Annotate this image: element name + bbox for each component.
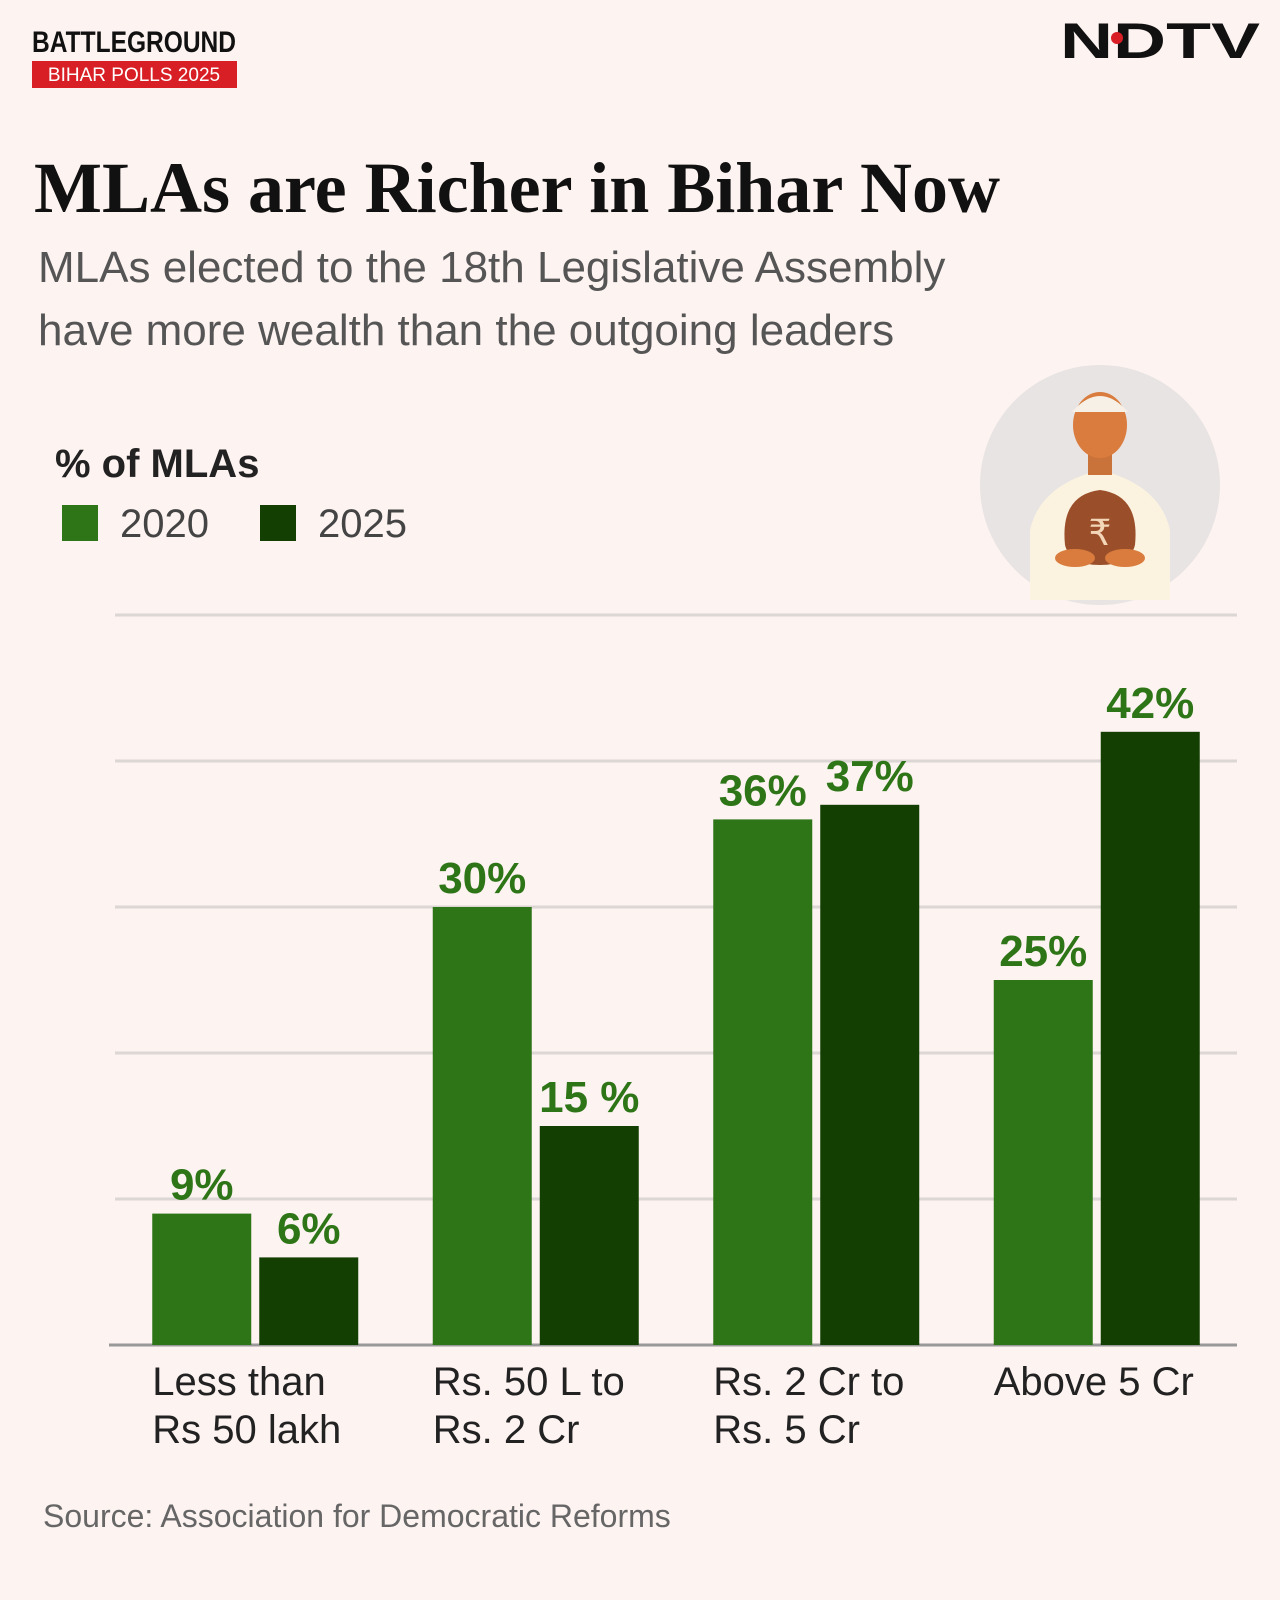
value-label: 30% bbox=[438, 854, 526, 903]
value-label: 9% bbox=[170, 1161, 234, 1210]
bar bbox=[993, 980, 1093, 1345]
badge-box bbox=[32, 61, 237, 88]
brand: BATTLEGROUND bbox=[32, 26, 236, 59]
logo: NDTV bbox=[1060, 13, 1261, 69]
x-tick-label: Rs. 2 Cr bbox=[433, 1408, 580, 1452]
source: Source: Association for Democratic Refor… bbox=[43, 1498, 671, 1534]
value-label: 37% bbox=[826, 752, 914, 801]
legend-label: 2020 bbox=[120, 502, 209, 546]
subtitle: MLAs elected to the 18th Legislative Ass… bbox=[38, 243, 945, 292]
subtitle: have more wealth than the outgoing leade… bbox=[38, 306, 894, 355]
x-tick-label: Less than bbox=[152, 1360, 325, 1404]
value-label: 42% bbox=[1106, 679, 1194, 728]
legend-swatch bbox=[260, 505, 296, 541]
value-label: 36% bbox=[719, 766, 807, 815]
badge: BIHAR POLLS 2025 bbox=[48, 65, 220, 86]
bar bbox=[539, 1126, 639, 1345]
value-label: 15 % bbox=[539, 1073, 639, 1122]
bar bbox=[820, 804, 920, 1345]
bar bbox=[432, 907, 532, 1345]
bar bbox=[152, 1213, 252, 1345]
bar bbox=[1100, 731, 1200, 1345]
value-label: 25% bbox=[999, 927, 1087, 976]
x-tick-label: Rs. 2 Cr to bbox=[713, 1360, 904, 1404]
bar bbox=[713, 819, 813, 1345]
x-tick-label: Rs 50 lakh bbox=[152, 1408, 341, 1452]
value-label: 6% bbox=[277, 1204, 341, 1253]
x-tick-label: Above 5 Cr bbox=[994, 1360, 1194, 1404]
svg-text:₹: ₹ bbox=[1089, 512, 1112, 553]
x-tick-label: Rs. 50 L to bbox=[433, 1360, 625, 1404]
legend-label: 2025 bbox=[318, 502, 407, 546]
bar bbox=[259, 1257, 359, 1345]
legend-swatch bbox=[62, 505, 98, 541]
y-axis-label: % of MLAs bbox=[55, 442, 259, 486]
logo-dot bbox=[1111, 32, 1123, 44]
x-tick-label: Rs. 5 Cr bbox=[713, 1408, 860, 1452]
illustration: ₹ bbox=[980, 365, 1220, 605]
chart-title: MLAs are Richer in Bihar Now bbox=[34, 148, 1000, 228]
